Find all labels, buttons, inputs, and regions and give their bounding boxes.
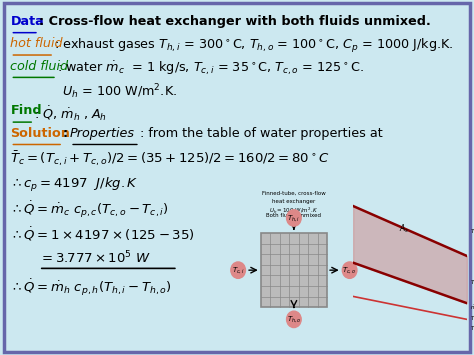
Text: Solution: Solution	[10, 127, 70, 140]
Text: $T_{c,i}=35°C$: $T_{c,i}=35°C$	[470, 325, 474, 333]
Text: $\bar{T}_c = \left(T_{c,i}+T_{c,o}\right)/2 = \left(35+125\right)/2 = 160/2 = 80: $\bar{T}_c = \left(T_{c,i}+T_{c,o}\right…	[10, 150, 330, 169]
Text: $U_h = 100\ W/m^2.K$: $U_h = 100\ W/m^2.K$	[269, 206, 319, 216]
Circle shape	[287, 311, 301, 328]
FancyBboxPatch shape	[4, 3, 470, 352]
Text: Both fluids unmixed: Both fluids unmixed	[266, 213, 321, 218]
Text: $\therefore c_p = 4197\ \ J/kg.K$: $\therefore c_p = 4197\ \ J/kg.K$	[10, 176, 139, 194]
Text: Find: Find	[10, 104, 42, 118]
Text: Finned-tube, cross-flow: Finned-tube, cross-flow	[262, 191, 326, 196]
Text: $= 3.777\times10^5\ W$: $= 3.777\times10^5\ W$	[39, 250, 151, 267]
Text: $\therefore \dot{Q} = 1\times4197\times\left(125-35\right)$: $\therefore \dot{Q} = 1\times4197\times\…	[10, 225, 195, 243]
Text: $T_{c,o}=125°C$: $T_{c,o}=125°C$	[470, 315, 474, 323]
Text: $A_s$: $A_s$	[399, 223, 409, 235]
Text: Properties: Properties	[70, 127, 135, 140]
Text: $T_{c,i}$: $T_{c,i}$	[232, 265, 245, 275]
Text: : exhaust gases $T_{h,i}$ = 300$^\circ$C, $T_{h,o}$ = 100$^\circ$C, $C_p$ = 1000: : exhaust gases $T_{h,i}$ = 300$^\circ$C…	[54, 37, 454, 55]
Text: $U_h$ = 100 W/m$^2$.K.: $U_h$ = 100 W/m$^2$.K.	[62, 82, 177, 101]
Text: $T_{h,i}$: $T_{h,i}$	[287, 213, 301, 223]
Circle shape	[231, 262, 246, 278]
Text: Data: Data	[10, 15, 44, 28]
Text: : water $\dot{m}_c$  = 1 kg/s, $T_{c,i}$ = 35$^\circ$C, $T_{c,o}$ = 125$^\circ$C: : water $\dot{m}_c$ = 1 kg/s, $T_{c,i}$ …	[57, 60, 364, 77]
Text: $\therefore \dot{Q} = \dot{m}_h\ c_{p,h}\left(T_{h,i}-T_{h,o}\right)$: $\therefore \dot{Q} = \dot{m}_h\ c_{p,h}…	[10, 277, 172, 297]
Circle shape	[342, 262, 357, 278]
Text: :: :	[63, 127, 73, 140]
Text: $T_{h,i}=300°C$: $T_{h,i}=300°C$	[470, 228, 474, 236]
Circle shape	[287, 210, 301, 226]
Text: hot fluid: hot fluid	[10, 37, 63, 50]
Text: : Cross-flow heat exchanger with both fluids unmixed.: : Cross-flow heat exchanger with both fl…	[39, 15, 430, 28]
Text: $\therefore \dot{Q} = \dot{m}_c\ c_{p,c}\left(T_{c,o}-T_{c,i}\right)$: $\therefore \dot{Q} = \dot{m}_c\ c_{p,c}…	[10, 200, 169, 220]
Text: : from the table of water properties at: : from the table of water properties at	[140, 127, 383, 140]
Text: $\dot{m}_c=1kg/s$: $\dot{m}_c=1kg/s$	[470, 304, 474, 313]
Text: : $\dot{Q}$, $\dot{m}_h$ , $A_h$: : $\dot{Q}$, $\dot{m}_h$ , $A_h$	[34, 104, 107, 123]
Text: heat exchanger: heat exchanger	[272, 198, 316, 203]
Text: $T_{h,o}=100°C$: $T_{h,o}=100°C$	[470, 279, 474, 287]
Text: cold fluid: cold fluid	[10, 60, 69, 73]
Text: $T_{h,o}$: $T_{h,o}$	[287, 315, 301, 324]
Bar	[261, 233, 327, 307]
Text: $T_{c,o}$: $T_{c,o}$	[343, 265, 357, 275]
